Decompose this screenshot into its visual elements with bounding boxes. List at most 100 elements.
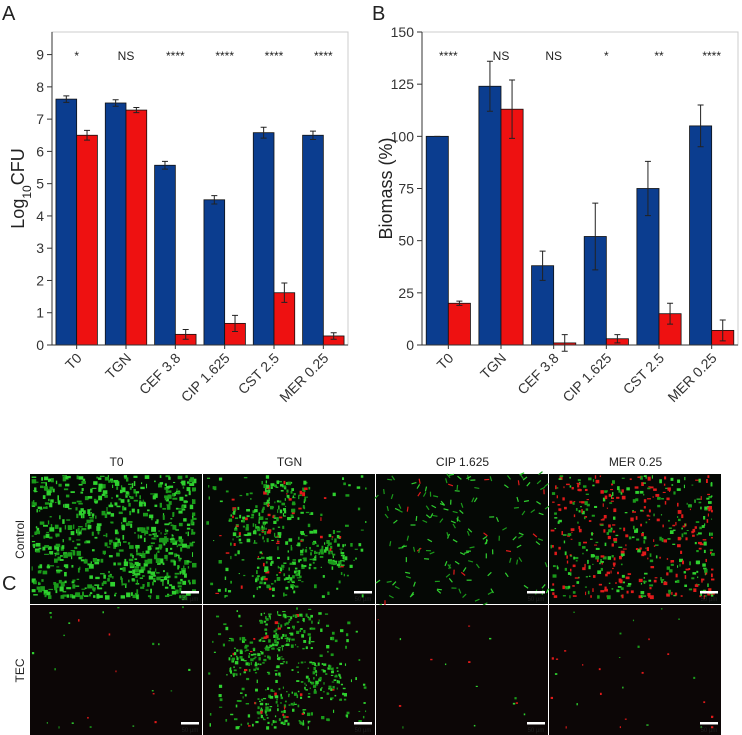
cell: [336, 666, 339, 669]
cell: [284, 644, 287, 646]
cell: [290, 490, 293, 494]
cell: [297, 662, 300, 664]
cell: [124, 558, 127, 563]
cell: [296, 680, 300, 682]
cell: [277, 480, 280, 485]
cell: [707, 591, 711, 596]
cell: [147, 509, 150, 512]
cell: [290, 514, 294, 517]
cell: [569, 485, 572, 488]
cell: [242, 696, 244, 699]
cell: [307, 722, 310, 724]
cell: [655, 493, 660, 497]
cell: [78, 502, 83, 505]
cell: [604, 586, 607, 590]
cell: [254, 701, 256, 705]
cell: [302, 504, 305, 509]
cell: [74, 593, 80, 597]
cell: [621, 495, 626, 500]
cell: [257, 556, 260, 558]
cell: [208, 496, 210, 500]
cell: [81, 588, 86, 590]
cell: [243, 476, 248, 479]
cell: [304, 549, 308, 553]
cell: [257, 717, 260, 719]
cell: [278, 687, 281, 691]
cell: [282, 525, 285, 529]
cell: [310, 681, 315, 685]
cell: [430, 658, 433, 661]
cell: [225, 567, 229, 572]
error-bar: [644, 160, 651, 217]
cell: [446, 473, 451, 479]
cell: [148, 575, 154, 580]
cell: [654, 544, 659, 546]
cell: [620, 491, 623, 495]
cell: [350, 543, 353, 547]
cell: [300, 540, 303, 542]
cell: [608, 529, 612, 533]
cell: [145, 550, 150, 554]
cell: [626, 487, 630, 491]
cell: [155, 521, 159, 524]
cell: [277, 509, 279, 513]
cell: [112, 484, 114, 488]
cell: [555, 485, 557, 490]
cell: [621, 555, 624, 557]
cell: [364, 487, 367, 490]
cell: [392, 581, 397, 586]
cell: [126, 592, 131, 598]
cell: [412, 546, 416, 552]
cell: [162, 562, 165, 565]
cell: [277, 556, 280, 559]
cell: [68, 537, 72, 541]
cell: [283, 480, 286, 485]
cell: [544, 505, 550, 510]
cell: [307, 523, 311, 528]
cell: [330, 698, 333, 701]
cell: [108, 570, 110, 574]
cell: [162, 515, 165, 520]
cell: [98, 595, 103, 598]
cell: [86, 519, 91, 524]
cell: [610, 570, 612, 574]
cell: [283, 723, 286, 725]
cell: [265, 710, 267, 715]
cell: [133, 475, 138, 478]
cell: [710, 537, 713, 539]
cell: [554, 551, 557, 556]
cell: [268, 556, 273, 561]
cell: [595, 541, 599, 544]
cell: [83, 510, 86, 514]
cell: [666, 566, 670, 570]
error-bar: [182, 329, 189, 340]
cell: [33, 489, 35, 492]
cell: [283, 709, 286, 714]
cell: [406, 535, 410, 541]
cell: [703, 541, 707, 546]
cell: [171, 534, 174, 537]
cell: [551, 657, 554, 660]
cell: [278, 614, 282, 617]
cell: [129, 553, 133, 557]
cell: [117, 607, 120, 609]
cell: [252, 594, 255, 598]
cell: [172, 541, 178, 545]
cell: [264, 577, 268, 581]
cell: [110, 522, 114, 524]
cell: [276, 698, 278, 701]
cell: [575, 508, 578, 511]
cell: [254, 663, 258, 667]
cell: [328, 688, 331, 690]
cell: [300, 538, 304, 542]
cell: [134, 558, 138, 560]
cell: [686, 529, 689, 532]
cell: [89, 575, 93, 579]
cell: [114, 502, 118, 506]
cell: [283, 706, 286, 710]
cell: [436, 589, 442, 594]
cell: [540, 486, 546, 491]
cell: [42, 524, 48, 527]
cell: [87, 716, 89, 719]
cell: [40, 482, 46, 484]
